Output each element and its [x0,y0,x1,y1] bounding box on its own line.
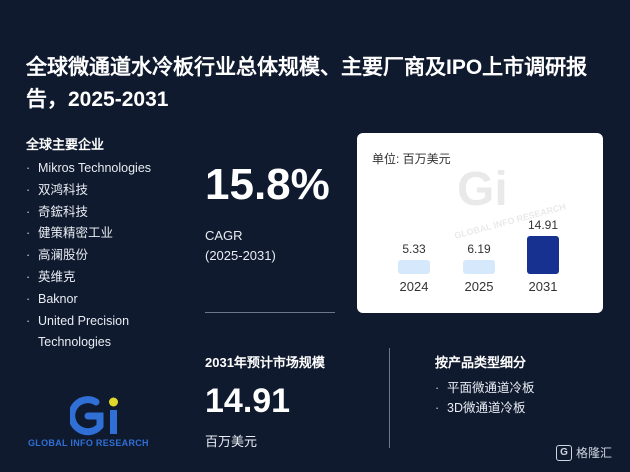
company-item: 英维克 [26,267,191,289]
market-heading: 2031年预计市场规模 [205,355,325,370]
footer-brand-text: 格隆汇 [576,446,613,460]
chart-unit-label: 单位: 百万美元 [372,151,451,166]
cagr-label: CAGR [205,228,243,243]
companies-list: Mikros Technologies 双鸿科技 奇鋐科技 健策精密工业 高澜股… [26,158,191,354]
footer-brand: G 格隆汇 [556,444,612,461]
companies-heading: 全球主要企业 [26,137,105,152]
bar-chart: Gi GLOBAL INFO RESEARCH 单位: 百万美元 5.33202… [372,151,567,294]
bar-2031 [527,236,559,274]
brand-g-icon: G [556,444,572,461]
divider-horizontal [205,312,335,313]
category-label: 2031 [529,279,558,294]
company-item: 高澜股份 [26,245,191,267]
market-unit: 百万美元 [205,434,258,449]
company-item: Baknor [26,289,191,311]
company-item: United Precision Technologies [26,311,191,355]
cagr-value: 15.8% [205,160,330,209]
logo-text: GLOBAL INFO RESEARCH [28,438,149,448]
company-item: 双鸿科技 [26,180,191,202]
value-label: 5.33 [402,242,426,256]
svg-text:Gi: Gi [457,163,508,216]
company-item: Mikros Technologies [26,158,191,180]
value-label: 14.91 [528,218,558,232]
value-label: 6.19 [467,242,491,256]
divider-vertical [389,348,390,448]
type-item: 平面微通道冷板 [435,378,535,398]
category-label: 2025 [465,279,494,294]
bar-2024 [398,260,430,274]
chart-card: Gi GLOBAL INFO RESEARCH 单位: 百万美元 5.33 202… [357,133,603,313]
types-heading: 按产品类型细分 [435,355,527,370]
bar-2025 [463,260,495,274]
market-value: 14.91 [205,382,291,420]
gi-logo-icon [68,396,130,443]
company-item: 奇鋐科技 [26,202,191,224]
category-label: 2024 [400,279,429,294]
company-item: 健策精密工业 [26,223,191,245]
type-item: 3D微通道冷板 [435,398,535,418]
types-list: 平面微通道冷板 3D微通道冷板 [435,378,535,418]
cagr-period: (2025-2031) [205,248,276,263]
page-title: 全球微通道水冷板行业总体规模、主要厂商及IPO上市调研报告，2025-2031 [26,56,588,111]
